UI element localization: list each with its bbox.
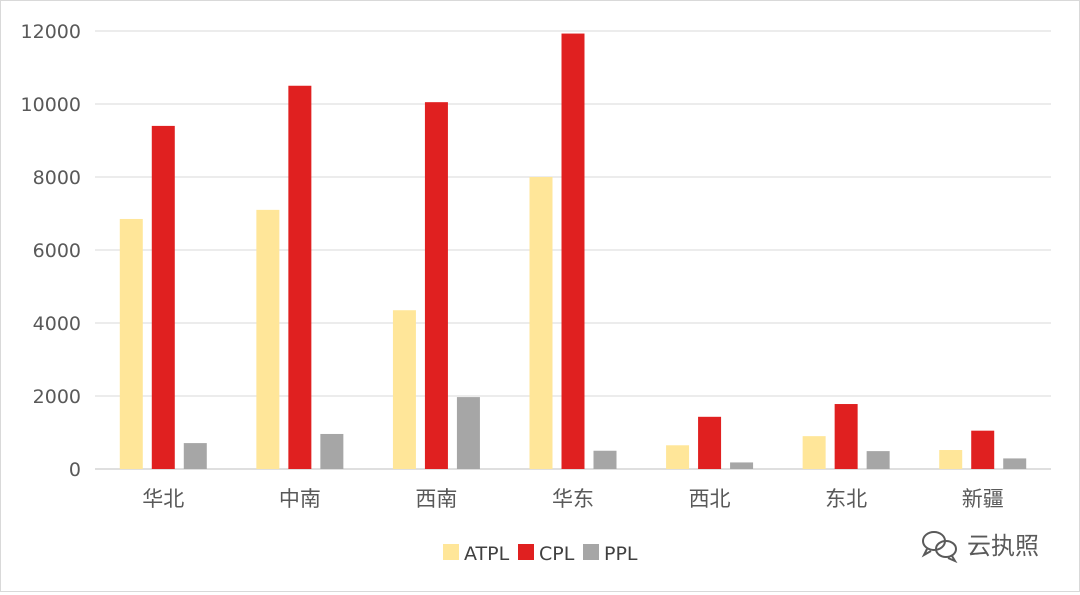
bar-cpl bbox=[698, 416, 722, 469]
x-axis-labels: 华北 中南 西南 华东 西北 东北 新疆 bbox=[142, 487, 1003, 511]
bar-ppl bbox=[1003, 458, 1027, 469]
bar-atpl bbox=[392, 310, 416, 469]
bar-atpl bbox=[119, 218, 143, 469]
bar-cpl bbox=[288, 85, 312, 469]
legend-swatch-cpl bbox=[518, 544, 534, 560]
bar-ppl bbox=[456, 397, 480, 469]
bars bbox=[119, 33, 1027, 470]
watermark-text: 云执照 bbox=[967, 532, 1039, 560]
legend-swatch-atpl bbox=[443, 544, 459, 560]
x-category-label: 新疆 bbox=[962, 487, 1004, 511]
bar-atpl bbox=[939, 450, 963, 469]
bar-ppl bbox=[593, 450, 617, 469]
bar-cpl bbox=[834, 404, 858, 469]
bar-atpl bbox=[802, 436, 826, 469]
bar-atpl bbox=[529, 177, 553, 469]
bar-ppl bbox=[866, 451, 890, 469]
bar-atpl bbox=[256, 209, 280, 469]
x-category-label: 西南 bbox=[415, 487, 457, 511]
y-tick-label: 10000 bbox=[21, 94, 81, 116]
legend-swatch-ppl bbox=[583, 544, 599, 560]
watermark: 云执照 bbox=[921, 531, 1039, 564]
legend: ATPL CPL PPL bbox=[443, 543, 638, 565]
x-category-label: 中南 bbox=[279, 487, 321, 511]
bar-cpl bbox=[424, 102, 448, 470]
legend-label-cpl: CPL bbox=[539, 543, 575, 565]
x-category-label: 西北 bbox=[689, 487, 731, 511]
y-axis-ticks: 0 2000 4000 6000 8000 10000 12000 bbox=[21, 21, 81, 481]
y-tick-label: 8000 bbox=[33, 167, 81, 189]
legend-label-atpl: ATPL bbox=[464, 543, 510, 565]
bar-ppl bbox=[320, 433, 344, 469]
y-tick-label: 0 bbox=[69, 459, 81, 481]
y-tick-label: 4000 bbox=[33, 313, 81, 335]
bar-ppl bbox=[730, 462, 754, 469]
bar-atpl bbox=[666, 445, 690, 469]
bar-cpl bbox=[561, 33, 585, 470]
y-tick-label: 6000 bbox=[33, 240, 81, 262]
x-category-label: 东北 bbox=[825, 487, 867, 511]
y-tick-label: 12000 bbox=[21, 21, 81, 43]
bar-cpl bbox=[971, 430, 995, 469]
bar-cpl bbox=[151, 125, 175, 470]
y-tick-label: 2000 bbox=[33, 386, 81, 408]
wechat-icon bbox=[921, 531, 958, 564]
legend-label-ppl: PPL bbox=[604, 543, 638, 565]
bar-ppl bbox=[183, 443, 207, 469]
x-category-label: 华北 bbox=[142, 487, 184, 511]
x-category-label: 华东 bbox=[552, 487, 594, 511]
